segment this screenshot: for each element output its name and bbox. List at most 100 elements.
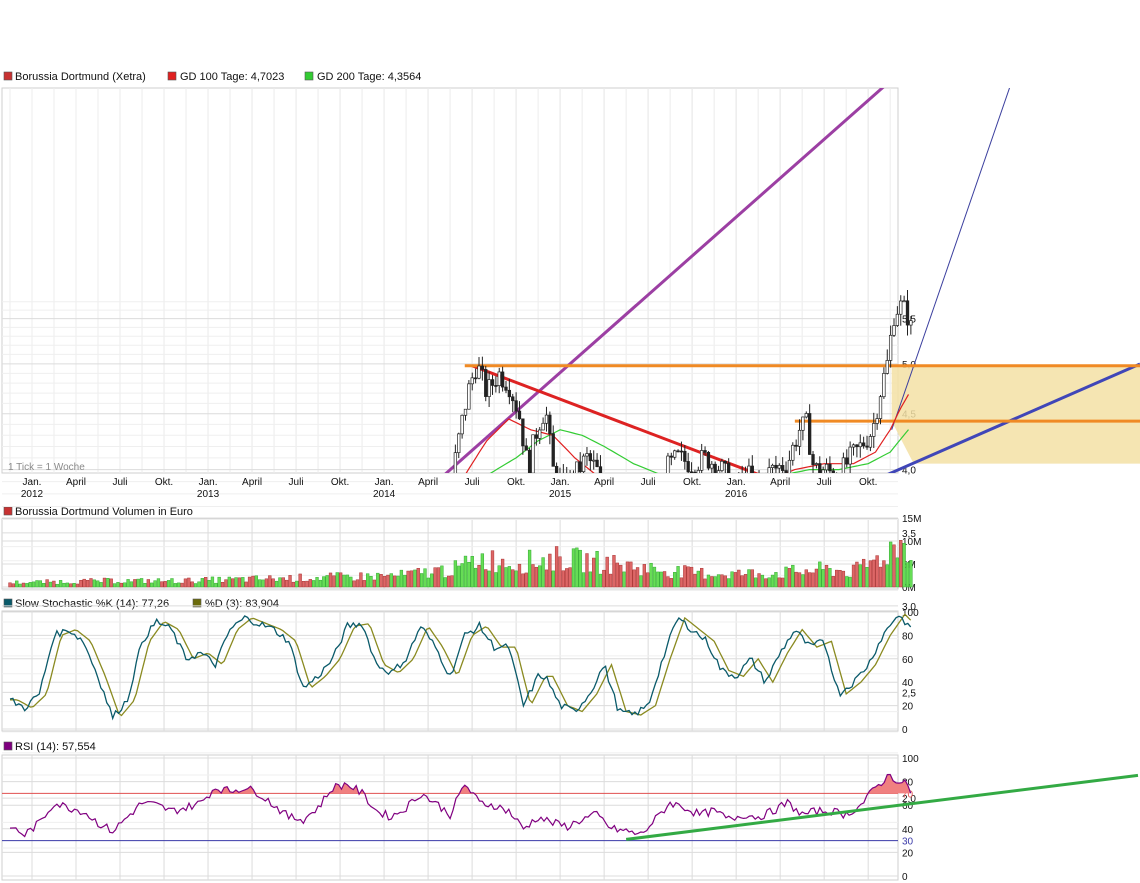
- volume-bar: [322, 576, 326, 588]
- x-tick-label: Jan.: [23, 477, 42, 488]
- candle-body: [480, 365, 485, 370]
- legend-swatch-rsi: [3, 741, 13, 751]
- rsi-trendline: [625, 773, 1139, 841]
- candle-body: [554, 465, 559, 473]
- volume-bar: [811, 572, 815, 588]
- volume-bar: [754, 577, 758, 588]
- volume-bar: [878, 566, 883, 588]
- volume-bar: [379, 574, 383, 588]
- candle-body: [689, 471, 694, 473]
- x-tick-label: Okt.: [331, 477, 349, 488]
- candle-body: [490, 379, 495, 386]
- volume-bar: [116, 582, 120, 588]
- volume-bar: [234, 577, 238, 588]
- candle-body: [761, 476, 764, 479]
- candle-body: [895, 313, 900, 326]
- candle-body: [427, 490, 430, 491]
- volume-bar: [180, 582, 184, 588]
- rsi-clip-group: [2, 773, 912, 842]
- volume-bar: [629, 561, 633, 588]
- volume-bar: [332, 575, 336, 588]
- price-layer: [235, 88, 1140, 596]
- candle-body: [791, 444, 795, 461]
- volume-bar: [241, 577, 245, 588]
- volume-bar: [52, 580, 56, 588]
- candle-body: [811, 454, 815, 465]
- volume-bar: [538, 565, 542, 588]
- volume-bar: [231, 578, 235, 588]
- volume-bar: [727, 578, 731, 588]
- volume-bar: [504, 567, 508, 588]
- volume-bar: [720, 574, 724, 588]
- volume-bar: [291, 581, 296, 588]
- candle-body: [548, 414, 552, 435]
- candle-body: [585, 453, 589, 457]
- price-tick-label: 5,5: [902, 315, 916, 326]
- volume-bar: [79, 580, 83, 588]
- candle-body: [787, 459, 792, 473]
- volume-bar: [649, 562, 653, 588]
- candle-body: [531, 434, 535, 473]
- x-tick-label: Juli: [289, 477, 304, 488]
- volume-bar: [335, 572, 339, 588]
- volume-bar: [632, 569, 636, 588]
- candle-body: [403, 491, 406, 501]
- volume-bar: [808, 572, 812, 588]
- x-tick-label: Juli: [465, 477, 480, 488]
- candle-body: [758, 474, 761, 479]
- volume-bar: [35, 580, 39, 588]
- volume-bar: [399, 569, 404, 588]
- candle-body: [888, 334, 893, 361]
- volume-bar: [48, 581, 53, 588]
- legend-swatch-d: [192, 598, 202, 608]
- volume-bar: [531, 564, 535, 588]
- volume-bar: [187, 577, 191, 588]
- candle-body: [902, 300, 906, 303]
- legend-swatch-k: [3, 598, 13, 608]
- volume-bar: [406, 570, 410, 588]
- candle-body: [899, 300, 903, 315]
- volume-bar: [18, 583, 22, 588]
- candle-body: [851, 444, 856, 448]
- candle-body: [797, 429, 802, 447]
- volume-bar: [888, 541, 893, 588]
- x-tick-label: Okt.: [507, 477, 525, 488]
- volume-bar: [430, 573, 434, 588]
- volume-bar: [193, 583, 198, 588]
- candle-body: [444, 500, 447, 504]
- volume-bar: [150, 582, 154, 588]
- volume-bar: [99, 582, 103, 588]
- candle-body: [878, 396, 883, 419]
- volume-bar: [750, 569, 754, 588]
- volume-bar: [453, 560, 458, 588]
- candle-body: [349, 507, 352, 515]
- volume-bar: [102, 577, 107, 588]
- legend-swatch-ma100: [167, 71, 177, 81]
- candle-body: [524, 445, 528, 451]
- volume-bar: [166, 580, 171, 588]
- volume-bar: [446, 575, 451, 588]
- candle-body: [818, 463, 822, 473]
- volume-bar: [96, 580, 100, 588]
- volume-bar: [258, 579, 262, 588]
- volume-bar: [558, 556, 562, 588]
- x-tick-year: 2015: [549, 489, 572, 500]
- volume-bar: [669, 578, 673, 588]
- candle-body: [453, 452, 458, 473]
- volume-bar: [318, 579, 323, 588]
- volume-bar: [696, 570, 700, 588]
- volume-bar: [575, 547, 579, 588]
- volume-bar: [416, 568, 420, 588]
- candle-body: [235, 592, 238, 596]
- x-tick-year: 2012: [21, 489, 44, 500]
- price-tick-label: 2,5: [902, 688, 916, 699]
- candle-body: [835, 480, 838, 481]
- volume-bar: [72, 583, 76, 588]
- candle-body: [794, 444, 798, 447]
- candle-body: [727, 462, 731, 473]
- volume-bar: [838, 569, 842, 588]
- candle-body: [683, 450, 687, 462]
- legend-ma100-label: GD 100 Tage: 4,7023: [180, 71, 284, 83]
- candle-body: [511, 396, 515, 402]
- volume-bar: [565, 568, 569, 588]
